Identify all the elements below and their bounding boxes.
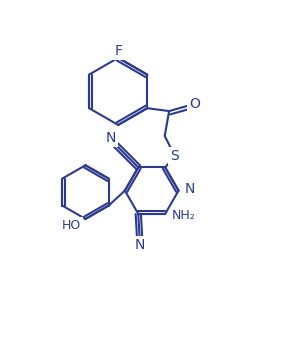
Text: S: S [171,149,179,163]
Text: O: O [189,97,200,111]
Text: N: N [185,182,195,196]
Text: F: F [114,44,122,58]
Text: N: N [134,239,145,252]
Text: N: N [106,131,116,145]
Text: HO: HO [62,219,81,232]
Text: NH₂: NH₂ [171,209,195,222]
